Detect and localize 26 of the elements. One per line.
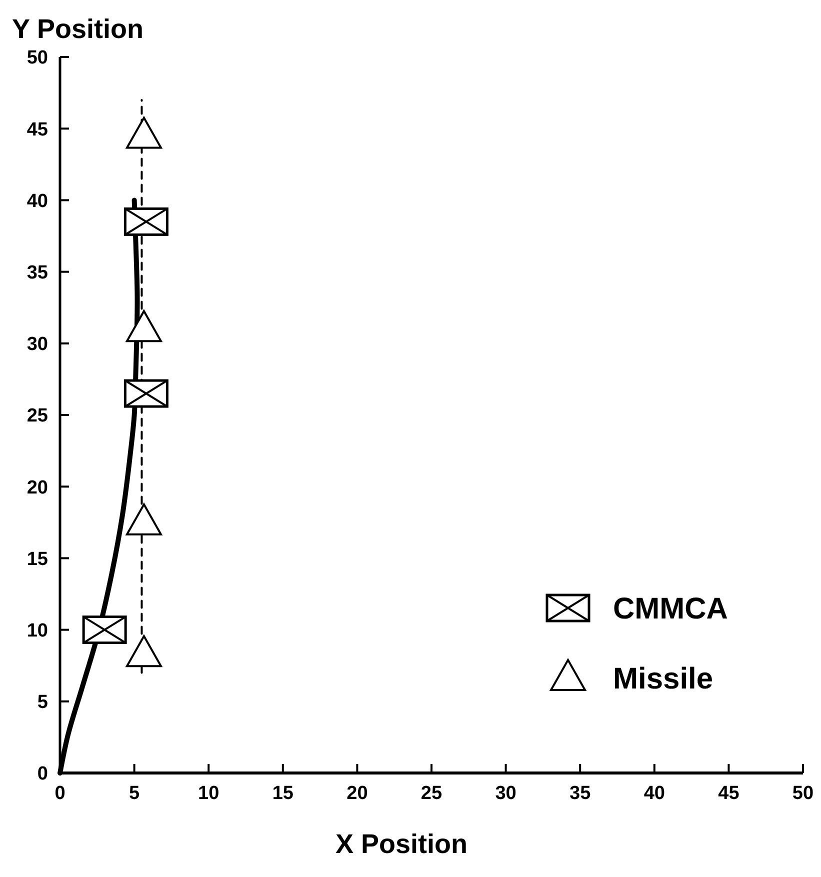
x-tick-label: 25 — [420, 783, 442, 804]
legend-label: CMMCA — [613, 592, 728, 626]
x-tick-label: 35 — [570, 783, 592, 804]
y-tick-label: 30 — [26, 334, 48, 356]
x-tick-label: 50 — [792, 783, 814, 804]
x-tick-label: 30 — [495, 783, 516, 804]
x-tick-label: 45 — [718, 783, 740, 804]
x-axis-title: X Position — [335, 829, 468, 859]
y-tick-label: 0 — [37, 764, 48, 785]
y-tick-label: 35 — [26, 262, 48, 284]
y-tick-label: 40 — [26, 190, 48, 212]
x-tick-label: 40 — [644, 783, 665, 804]
y-tick-label: 10 — [26, 620, 48, 642]
y-tick-label: 50 — [26, 48, 48, 69]
x-tick-label: 20 — [346, 783, 368, 804]
y-tick-label: 25 — [26, 406, 48, 427]
y-axis-title: Y Position — [12, 14, 144, 44]
x-tick-label: 5 — [129, 783, 140, 804]
legend-label: Missile — [613, 662, 714, 696]
x-tick-label: 0 — [54, 783, 66, 804]
y-tick-label: 20 — [26, 477, 48, 498]
y-tick-label: 5 — [37, 692, 48, 714]
y-tick-label: 15 — [26, 548, 48, 570]
y-tick-label: 45 — [26, 119, 48, 140]
x-tick-label: 15 — [272, 783, 294, 804]
x-tick-label: 10 — [198, 783, 220, 804]
